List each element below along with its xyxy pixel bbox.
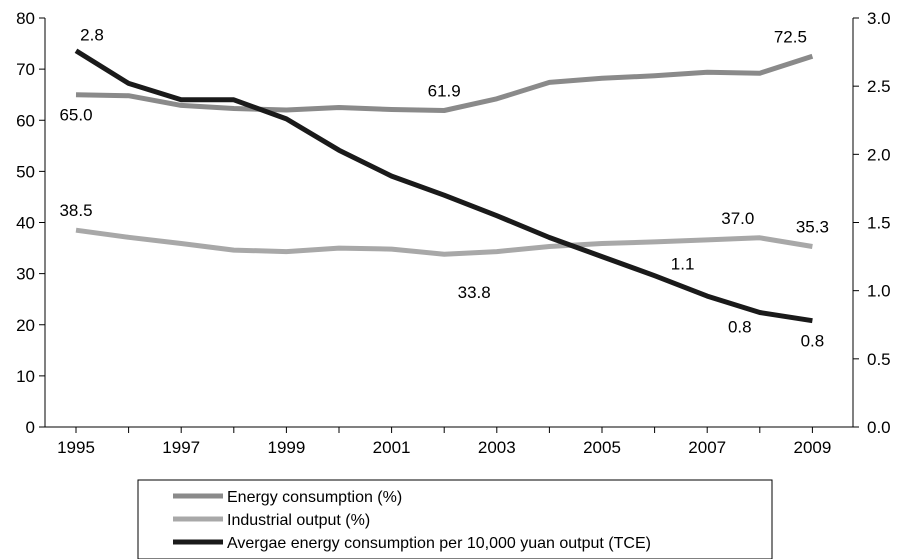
data-label: 61.9 <box>428 82 461 101</box>
right-y-tick-label: 2.0 <box>867 145 891 164</box>
left-y-tick-label: 20 <box>16 316 35 335</box>
left-y-tick-label: 80 <box>16 9 35 28</box>
data-label: 72.5 <box>774 27 807 46</box>
data-label: 37.0 <box>721 209 754 228</box>
data-label: 38.5 <box>59 201 92 220</box>
left-y-tick-label: 60 <box>16 111 35 130</box>
x-axis-ticks: 1995 1997 1999 2001 2003 2005 2007 2009 <box>57 427 831 457</box>
series-line-1 <box>75 53 814 113</box>
data-label: 35.3 <box>796 218 829 237</box>
x-tick-label: 2007 <box>688 438 726 457</box>
x-tick-label: 2005 <box>583 438 621 457</box>
left-y-tick-label: 10 <box>16 367 35 386</box>
data-label: 1.1 <box>671 255 695 274</box>
series-line-3 <box>74 48 813 324</box>
right-y-axis-ticks: 0.0 0.5 1.0 1.5 2.0 2.5 3.0 <box>853 9 891 437</box>
legend-label-3: Avergae energy consumption per 10,000 yu… <box>227 535 651 552</box>
right-y-tick-label: 0.0 <box>867 418 891 437</box>
x-tick-label: 1995 <box>57 438 95 457</box>
legend: Energy consumption (%) Industrial output … <box>137 479 773 559</box>
data-label: 0.8 <box>801 332 825 351</box>
x-tick-label: 1997 <box>162 438 200 457</box>
left-y-tick-label: 50 <box>16 162 35 181</box>
left-y-tick-label: 70 <box>16 60 35 79</box>
left-y-tick-label: 30 <box>16 265 35 284</box>
series-line-2 <box>75 227 813 257</box>
right-y-tick-label: 2.5 <box>867 77 891 96</box>
x-tick-label: 2009 <box>793 438 831 457</box>
left-y-axis-ticks: 0 10 20 30 40 50 60 70 80 <box>16 9 45 437</box>
x-tick-label: 2001 <box>373 438 411 457</box>
x-tick-label: 1999 <box>267 438 305 457</box>
legend-label-1: Energy consumption (%) <box>227 489 402 506</box>
right-y-tick-label: 1.0 <box>867 282 891 301</box>
data-label: 2.8 <box>80 26 104 45</box>
left-y-tick-label: 40 <box>16 214 35 233</box>
right-y-tick-label: 0.5 <box>867 350 891 369</box>
x-tick-label: 2003 <box>478 438 516 457</box>
data-label: 0.8 <box>728 317 752 336</box>
left-y-tick-label: 0 <box>26 418 35 437</box>
series-lines <box>74 48 814 324</box>
right-y-tick-label: 1.5 <box>867 214 891 233</box>
data-label: 33.8 <box>458 283 491 302</box>
legend-box <box>137 479 773 559</box>
data-label: 65.0 <box>59 106 92 125</box>
right-y-tick-label: 3.0 <box>867 9 891 28</box>
data-labels: 65.0 61.9 72.5 38.5 33.8 37.0 35.3 2.8 1.1 0.8 0.8 <box>59 26 828 351</box>
legend-label-2: Industrial output (%) <box>227 512 370 529</box>
